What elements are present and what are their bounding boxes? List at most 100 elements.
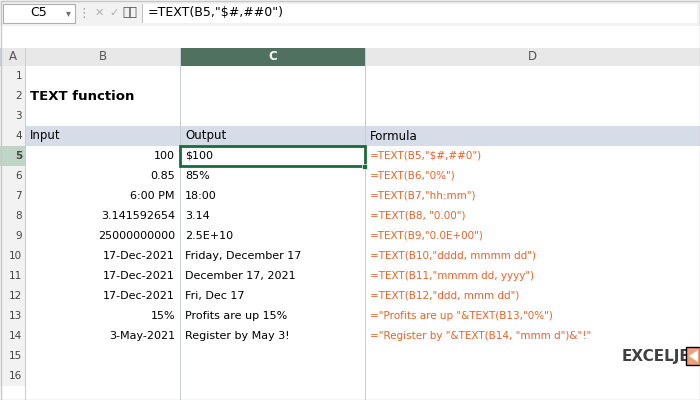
Text: Friday, December 17: Friday, December 17 [185, 251, 302, 261]
Text: Formula: Formula [370, 130, 418, 142]
Text: ⋮: ⋮ [78, 6, 90, 20]
Text: Fri, Dec 17: Fri, Dec 17 [185, 291, 244, 301]
Text: ✓: ✓ [109, 8, 119, 18]
Text: A: A [8, 50, 17, 64]
Text: $100: $100 [185, 151, 213, 161]
Text: EXCELJET: EXCELJET [622, 348, 700, 364]
Text: ="Profits are up "&TEXT(B13,"0%"): ="Profits are up "&TEXT(B13,"0%") [370, 311, 553, 321]
Bar [0, 366, 700, 386]
Bar [0, 346, 700, 366]
Text: 0.85: 0.85 [150, 171, 175, 181]
Bar [0, 0, 700, 26]
Text: =TEXT(B7,"hh:mm"): =TEXT(B7,"hh:mm") [370, 191, 477, 201]
Text: B: B [99, 50, 106, 64]
Bar [3, 4, 75, 23]
Bar [142, 4, 143, 23]
Text: 17-Dec-2021: 17-Dec-2021 [103, 251, 175, 261]
Text: 5: 5 [15, 151, 22, 161]
Text: 2: 2 [15, 91, 22, 101]
Bar [0, 346, 25, 366]
Text: 3-May-2021: 3-May-2021 [109, 331, 175, 341]
FancyBboxPatch shape [686, 347, 700, 365]
Bar [0, 186, 700, 206]
Text: TEXT function: TEXT function [30, 90, 134, 102]
Bar [0, 366, 25, 386]
Text: 10: 10 [9, 251, 22, 261]
Bar [143, 4, 697, 23]
Bar [0, 86, 25, 106]
Bar [0, 326, 25, 346]
Bar [180, 146, 365, 166]
Bar [0, 326, 700, 346]
Text: 3: 3 [15, 111, 22, 121]
Bar [0, 106, 25, 126]
Text: 16: 16 [8, 371, 22, 381]
Bar [0, 226, 700, 246]
Text: 9: 9 [15, 231, 22, 241]
Text: ▾: ▾ [66, 8, 71, 18]
Bar [0, 206, 700, 226]
Bar [0, 186, 25, 206]
Text: Register by May 3!: Register by May 3! [185, 331, 290, 341]
Bar [0, 246, 700, 266]
Bar [180, 48, 365, 66]
Bar [0, 66, 25, 86]
Bar [25, 126, 700, 146]
Text: 4: 4 [15, 131, 22, 141]
Text: 1: 1 [15, 71, 22, 81]
Text: 100: 100 [154, 151, 175, 161]
Text: 13: 13 [8, 311, 22, 321]
Text: =TEXT(B12,"ddd, mmm dd"): =TEXT(B12,"ddd, mmm dd") [370, 291, 519, 301]
Text: 11: 11 [8, 271, 22, 281]
Text: ="Register by "&TEXT(B14, "mmm d")&"!": ="Register by "&TEXT(B14, "mmm d")&"!" [370, 331, 592, 341]
Text: 2.5E+10: 2.5E+10 [185, 231, 233, 241]
Text: 15%: 15% [150, 311, 175, 321]
Text: 3.141592654: 3.141592654 [101, 211, 175, 221]
Text: 15: 15 [8, 351, 22, 361]
Text: 8: 8 [15, 211, 22, 221]
Bar [0, 126, 25, 146]
Bar [0, 306, 25, 326]
Bar [0, 266, 25, 286]
Text: 𝑓𝑥: 𝑓𝑥 [122, 6, 137, 20]
Bar [0, 286, 25, 306]
Text: 25000000000: 25000000000 [98, 231, 175, 241]
Text: =TEXT(B11,"mmmm dd, yyyy"): =TEXT(B11,"mmmm dd, yyyy") [370, 271, 534, 281]
Bar [0, 286, 700, 306]
Text: 6: 6 [15, 171, 22, 181]
Bar [0, 246, 25, 266]
Text: Input: Input [30, 130, 61, 142]
Bar [0, 146, 700, 166]
Text: C5: C5 [31, 6, 48, 20]
Bar [0, 166, 25, 186]
Text: Output: Output [185, 130, 226, 142]
Text: 14: 14 [8, 331, 22, 341]
Text: 7: 7 [15, 191, 22, 201]
Bar [0, 166, 700, 186]
Bar [0, 306, 700, 326]
Bar [0, 66, 700, 86]
Text: D: D [528, 50, 537, 64]
Bar [362, 164, 367, 168]
Bar [0, 106, 700, 126]
Text: ✕: ✕ [94, 8, 104, 18]
Bar [0, 146, 25, 166]
Bar [0, 48, 700, 66]
Text: =TEXT(B8, "0.00"): =TEXT(B8, "0.00") [370, 211, 466, 221]
Bar [0, 86, 700, 106]
Text: 12: 12 [8, 291, 22, 301]
Bar [0, 226, 25, 246]
Bar [0, 266, 700, 286]
Text: C: C [268, 50, 277, 64]
Bar [0, 206, 25, 226]
Text: =TEXT(B5,"$#,##0"): =TEXT(B5,"$#,##0") [148, 6, 284, 20]
Text: 85%: 85% [185, 171, 210, 181]
Text: 18:00: 18:00 [185, 191, 217, 201]
Text: =TEXT(B6,"0%"): =TEXT(B6,"0%") [370, 171, 456, 181]
Text: 17-Dec-2021: 17-Dec-2021 [103, 291, 175, 301]
Text: 3.14: 3.14 [185, 211, 210, 221]
Text: 17-Dec-2021: 17-Dec-2021 [103, 271, 175, 281]
Text: =TEXT(B10,"dddd, mmmm dd"): =TEXT(B10,"dddd, mmmm dd") [370, 251, 536, 261]
Bar [0, 126, 700, 146]
Text: December 17, 2021: December 17, 2021 [185, 271, 295, 281]
